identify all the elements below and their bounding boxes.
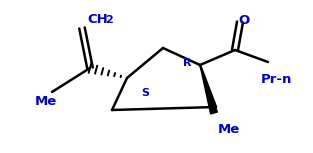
Text: R: R <box>183 58 192 68</box>
Text: S: S <box>141 88 149 98</box>
Text: Pr-n: Pr-n <box>261 73 292 86</box>
Text: 2: 2 <box>105 15 113 25</box>
Text: Me: Me <box>218 123 240 136</box>
Polygon shape <box>200 65 217 114</box>
Text: CH: CH <box>87 13 108 26</box>
Text: O: O <box>239 14 250 27</box>
Text: Me: Me <box>35 95 57 108</box>
